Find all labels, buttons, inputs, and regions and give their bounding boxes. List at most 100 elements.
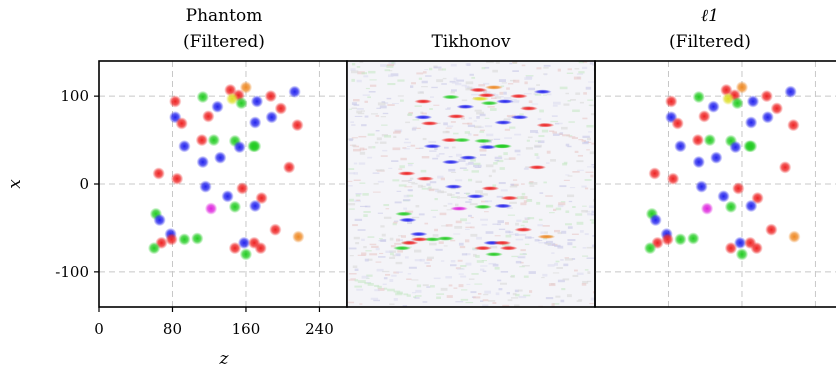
noise-speck (377, 285, 382, 289)
noise-speck (450, 264, 457, 267)
noise-speck (475, 190, 483, 194)
noise-speck (349, 254, 354, 257)
noise-speck (592, 63, 595, 66)
noise-speck (350, 68, 356, 71)
noise-speck (527, 217, 535, 220)
noise-speck (578, 139, 584, 141)
point-red-32 (732, 182, 745, 195)
noise-speck (426, 256, 434, 259)
noise-speck (411, 292, 416, 294)
point-red-11 (770, 102, 784, 115)
noise-speck (383, 216, 392, 219)
noise-speck (568, 200, 573, 203)
noise-speck (544, 231, 548, 234)
point-orange-42 (788, 230, 801, 243)
noise-speck (405, 210, 414, 213)
noise-speck (483, 293, 489, 296)
noise-speck (484, 66, 490, 69)
point-red-34 (500, 195, 519, 201)
noise-speck (552, 272, 560, 274)
point-blue-39 (398, 217, 417, 223)
noise-speck (354, 218, 363, 222)
noise-speck (471, 76, 476, 79)
noise-speck (456, 79, 465, 82)
noise-speck (356, 108, 364, 110)
noise-speck (456, 153, 462, 157)
noise-speck (465, 262, 472, 266)
noise-speck (440, 260, 445, 262)
noise-speck (571, 137, 579, 140)
noise-speck (407, 162, 414, 165)
noise-speck (375, 247, 380, 251)
point-blue-47 (733, 236, 747, 250)
point-green-20 (703, 133, 717, 147)
noise-speck (438, 153, 445, 155)
noise-speck (411, 182, 418, 185)
point-red-16 (420, 121, 439, 126)
ytick-label: 0 (79, 175, 89, 193)
noise-speck (424, 261, 430, 264)
noise-speck (435, 248, 443, 251)
point-red-44 (661, 233, 674, 246)
noise-speck (481, 67, 486, 70)
noise-speck (430, 96, 434, 98)
noise-speck (436, 79, 444, 83)
noise-speck (524, 167, 529, 170)
noise-speck (367, 258, 373, 261)
noise-speck (522, 220, 529, 223)
noise-speck (542, 273, 548, 277)
noise-speck (348, 108, 352, 110)
noise-speck (472, 248, 478, 251)
point-red-30 (666, 172, 680, 185)
point-blue-39 (153, 213, 166, 227)
noise-speck (404, 138, 409, 140)
noise-speck (367, 156, 373, 159)
noise-speck (563, 103, 570, 106)
point-blue-22 (674, 140, 687, 153)
noise-speck (438, 68, 443, 71)
noise-speck (408, 266, 417, 269)
noise-speck (525, 75, 534, 77)
noise-speck (363, 211, 371, 213)
noise-speck (442, 130, 450, 134)
noise-speck (389, 252, 394, 256)
noise-speck (555, 295, 561, 298)
noise-speck (550, 120, 559, 123)
noise-speck (416, 284, 422, 288)
point-magenta-37 (204, 202, 218, 215)
noise-speck (434, 248, 439, 251)
point-red-32 (236, 182, 249, 195)
noise-speck (480, 129, 485, 132)
noise-speck (368, 91, 376, 93)
noise-speck (414, 295, 422, 297)
noise-speck (581, 185, 587, 188)
noise-speck (432, 234, 439, 237)
point-blue-12 (707, 100, 720, 113)
noise-speck (402, 147, 407, 149)
noise-speck (367, 282, 374, 286)
noise-speck (505, 230, 511, 234)
noise-speck (518, 295, 527, 299)
noise-speck (589, 62, 594, 65)
noise-speck (351, 144, 356, 147)
noise-speck (364, 115, 369, 118)
point-red-2 (469, 87, 488, 93)
point-red-6 (264, 89, 277, 103)
noise-speck (504, 222, 509, 225)
noise-speck (554, 262, 558, 266)
point-red-49 (473, 245, 492, 251)
noise-speck (464, 239, 470, 243)
noise-speck (458, 273, 464, 275)
noise-speck (477, 164, 482, 168)
noise-speck (571, 257, 576, 260)
noise-speck (364, 258, 369, 262)
noise-speck (348, 247, 357, 250)
noise-speck (543, 67, 549, 69)
noise-speck (461, 99, 468, 102)
noise-speck (584, 179, 592, 181)
noise-speck (426, 286, 431, 288)
noise-speck (455, 267, 462, 270)
noise-speck (385, 250, 393, 253)
point-orange-1 (239, 81, 253, 94)
noise-speck (486, 61, 494, 64)
